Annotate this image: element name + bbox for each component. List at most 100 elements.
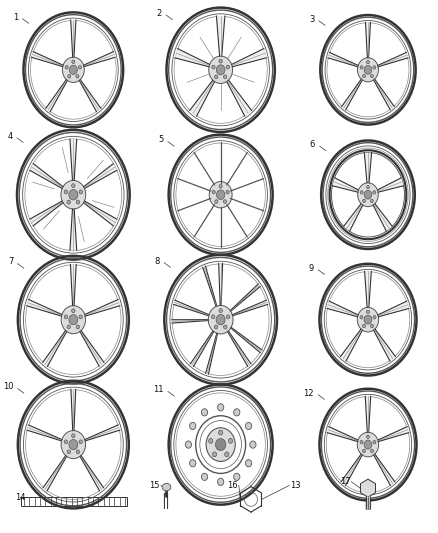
Polygon shape [30, 164, 63, 189]
Text: 8: 8 [155, 256, 160, 265]
Polygon shape [327, 426, 358, 441]
Polygon shape [227, 331, 251, 367]
Ellipse shape [79, 190, 82, 194]
Ellipse shape [64, 315, 67, 319]
Ellipse shape [68, 75, 71, 78]
Text: 14: 14 [15, 493, 25, 502]
Polygon shape [173, 300, 209, 316]
Ellipse shape [363, 449, 365, 453]
Polygon shape [364, 271, 371, 308]
Ellipse shape [214, 325, 218, 329]
Ellipse shape [64, 190, 67, 194]
Ellipse shape [367, 310, 369, 313]
Polygon shape [80, 330, 104, 366]
Polygon shape [216, 16, 225, 56]
Ellipse shape [364, 190, 372, 199]
Ellipse shape [76, 75, 79, 78]
Ellipse shape [219, 184, 222, 188]
Ellipse shape [69, 190, 78, 200]
Ellipse shape [373, 66, 376, 69]
Polygon shape [344, 204, 363, 231]
Ellipse shape [76, 450, 80, 454]
Ellipse shape [76, 325, 80, 329]
Polygon shape [43, 456, 67, 491]
Ellipse shape [67, 325, 71, 329]
Ellipse shape [190, 422, 196, 430]
Polygon shape [378, 426, 409, 441]
Ellipse shape [373, 191, 376, 194]
Polygon shape [32, 52, 63, 67]
Text: 16: 16 [227, 481, 238, 490]
Text: 3: 3 [309, 14, 314, 23]
Polygon shape [71, 264, 76, 305]
Ellipse shape [363, 324, 365, 328]
Text: 6: 6 [310, 140, 315, 149]
Ellipse shape [219, 309, 223, 312]
Polygon shape [227, 80, 252, 116]
Ellipse shape [72, 434, 75, 438]
Ellipse shape [69, 314, 78, 325]
Polygon shape [71, 389, 76, 431]
Polygon shape [172, 320, 208, 323]
Ellipse shape [215, 75, 218, 79]
Ellipse shape [245, 459, 252, 467]
Ellipse shape [226, 315, 230, 319]
Polygon shape [84, 52, 115, 67]
Polygon shape [190, 331, 214, 367]
Polygon shape [71, 20, 76, 57]
Ellipse shape [223, 75, 227, 79]
Ellipse shape [62, 57, 84, 83]
Polygon shape [365, 22, 371, 58]
Ellipse shape [364, 315, 372, 324]
Ellipse shape [185, 441, 191, 448]
Ellipse shape [72, 184, 75, 188]
Text: 5: 5 [158, 135, 163, 144]
Ellipse shape [360, 191, 363, 194]
Ellipse shape [371, 199, 373, 203]
Polygon shape [27, 425, 62, 441]
Polygon shape [365, 396, 371, 432]
Polygon shape [374, 79, 394, 110]
Ellipse shape [72, 309, 75, 313]
Ellipse shape [201, 409, 208, 416]
Polygon shape [360, 479, 375, 497]
Ellipse shape [233, 409, 240, 416]
Ellipse shape [216, 190, 225, 199]
Text: 7: 7 [8, 257, 13, 266]
Ellipse shape [357, 58, 378, 82]
Ellipse shape [233, 473, 240, 480]
Polygon shape [85, 425, 120, 441]
Polygon shape [341, 454, 362, 486]
Ellipse shape [357, 432, 379, 457]
Polygon shape [84, 201, 117, 226]
Polygon shape [70, 209, 77, 251]
Polygon shape [374, 454, 395, 486]
Polygon shape [327, 301, 358, 317]
Ellipse shape [209, 56, 233, 84]
Polygon shape [364, 152, 371, 183]
Ellipse shape [79, 440, 82, 444]
Ellipse shape [162, 483, 171, 491]
Ellipse shape [69, 65, 78, 75]
Ellipse shape [363, 75, 365, 78]
Polygon shape [232, 300, 268, 316]
Ellipse shape [212, 65, 215, 69]
Ellipse shape [373, 316, 376, 319]
Ellipse shape [360, 66, 363, 69]
Text: 12: 12 [303, 389, 314, 398]
Polygon shape [203, 266, 217, 306]
Ellipse shape [67, 450, 71, 454]
Ellipse shape [371, 75, 373, 78]
Ellipse shape [364, 440, 372, 449]
Ellipse shape [357, 308, 379, 332]
Polygon shape [332, 177, 359, 192]
Text: 15: 15 [149, 481, 160, 490]
Text: 2: 2 [156, 9, 162, 18]
Polygon shape [342, 79, 362, 110]
Ellipse shape [61, 305, 85, 334]
Polygon shape [46, 79, 67, 112]
Ellipse shape [61, 181, 86, 209]
Ellipse shape [218, 403, 224, 411]
Ellipse shape [209, 182, 232, 208]
Polygon shape [374, 329, 396, 361]
